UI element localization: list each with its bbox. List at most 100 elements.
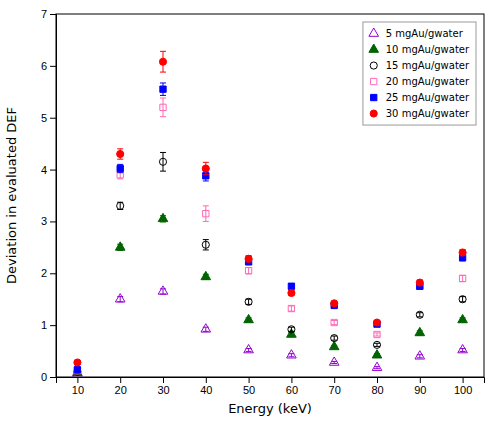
tick-label: 5 <box>41 112 47 124</box>
point <box>245 268 251 274</box>
point <box>416 311 423 318</box>
tick: 7 <box>41 8 56 20</box>
point <box>331 335 338 342</box>
tick-label: 60 <box>286 384 298 396</box>
error-bar <box>160 98 166 117</box>
legend-label: 30 mgAu/gwater <box>386 108 470 119</box>
point <box>115 242 125 250</box>
legend-box <box>363 22 476 125</box>
error-bar <box>160 83 166 95</box>
tick: 60 <box>286 377 298 396</box>
tick: 70 <box>329 377 341 396</box>
axis-line <box>57 378 485 384</box>
tick-label: 2 <box>41 267 47 279</box>
legend-label: 20 mgAu/gwater <box>386 76 470 87</box>
error-bar <box>417 280 423 285</box>
tick-mark <box>50 170 56 171</box>
error-bar <box>203 162 209 174</box>
point <box>117 150 124 157</box>
point <box>73 367 83 375</box>
tick-mark <box>249 377 250 383</box>
legend-label: 10 mgAu/gwater <box>386 44 470 55</box>
tick-mark <box>377 377 378 383</box>
point <box>160 104 166 110</box>
tick-label: 30 <box>157 384 169 396</box>
tick-mark <box>50 325 56 326</box>
point <box>288 305 294 311</box>
tick-label: 70 <box>329 384 341 396</box>
tick-label: 50 <box>243 384 255 396</box>
point <box>373 341 380 348</box>
tick: 1 <box>41 319 56 331</box>
tick-mark <box>420 377 421 383</box>
series <box>74 83 466 373</box>
point <box>244 344 254 352</box>
error-bar <box>117 149 123 159</box>
point <box>329 341 339 349</box>
error-bar <box>460 297 466 302</box>
tick-mark <box>50 221 56 222</box>
point <box>117 202 124 209</box>
tick-mark <box>50 66 56 67</box>
point <box>203 210 209 216</box>
tick-mark <box>50 377 56 378</box>
tick-label: 80 <box>371 384 383 396</box>
tick: 100 <box>454 377 472 396</box>
axis-line <box>50 15 57 378</box>
tick-mark <box>50 14 56 15</box>
point <box>372 362 382 370</box>
error-bar <box>246 256 252 262</box>
tick-label: 3 <box>41 215 47 227</box>
error-bar <box>117 202 123 209</box>
error-bar <box>460 249 466 255</box>
point <box>331 319 337 325</box>
legend-symbol <box>370 110 377 117</box>
chart: 102030405060708090100012345675 mgAu/gwat… <box>0 0 500 423</box>
point <box>415 327 425 335</box>
legend-label: 25 mgAu/gwater <box>386 92 470 103</box>
error-bar <box>160 152 166 171</box>
legend-item: 25 mgAu/gwater <box>371 92 470 103</box>
point <box>459 296 466 303</box>
legend-item: 5 mgAu/gwater <box>369 28 464 39</box>
tick-label: 90 <box>414 384 426 396</box>
point <box>158 286 168 294</box>
point <box>74 367 80 373</box>
point <box>202 241 209 248</box>
point <box>459 275 465 281</box>
tick: 3 <box>41 215 56 227</box>
error-bar <box>288 290 294 295</box>
tick-mark <box>206 377 207 383</box>
point <box>459 249 466 256</box>
point <box>159 58 166 65</box>
tick: 20 <box>115 377 127 396</box>
legend-item: 30 mgAu/gwater <box>370 108 470 119</box>
y-axis-title: Deviation in evaluated DEF <box>4 107 19 284</box>
tick: 80 <box>371 377 383 396</box>
point <box>331 300 338 307</box>
tick: 50 <box>243 377 255 396</box>
tick-label: 1 <box>41 319 47 331</box>
tick: 6 <box>41 60 56 72</box>
tick-mark <box>50 273 56 274</box>
point <box>245 255 252 262</box>
tick-mark <box>291 377 292 383</box>
tick: 2 <box>41 267 56 279</box>
point <box>288 289 295 296</box>
point <box>374 331 380 337</box>
tick-label: 6 <box>41 60 47 72</box>
point <box>115 294 125 302</box>
legend-item: 15 mgAu/gwater <box>370 60 470 71</box>
legend-label: 5 mgAu/gwater <box>386 28 464 39</box>
error-bar <box>203 240 209 250</box>
tick-mark <box>463 377 464 383</box>
x-axis: 102030405060708090100 <box>57 377 485 396</box>
legend-symbol <box>370 62 377 69</box>
point <box>201 271 211 279</box>
tick-label: 0 <box>41 371 47 383</box>
x-axis-title: Energy (keV) <box>228 401 312 416</box>
point <box>288 326 295 333</box>
legend-symbol <box>369 28 379 36</box>
point <box>201 324 211 332</box>
tick: 40 <box>200 377 212 396</box>
